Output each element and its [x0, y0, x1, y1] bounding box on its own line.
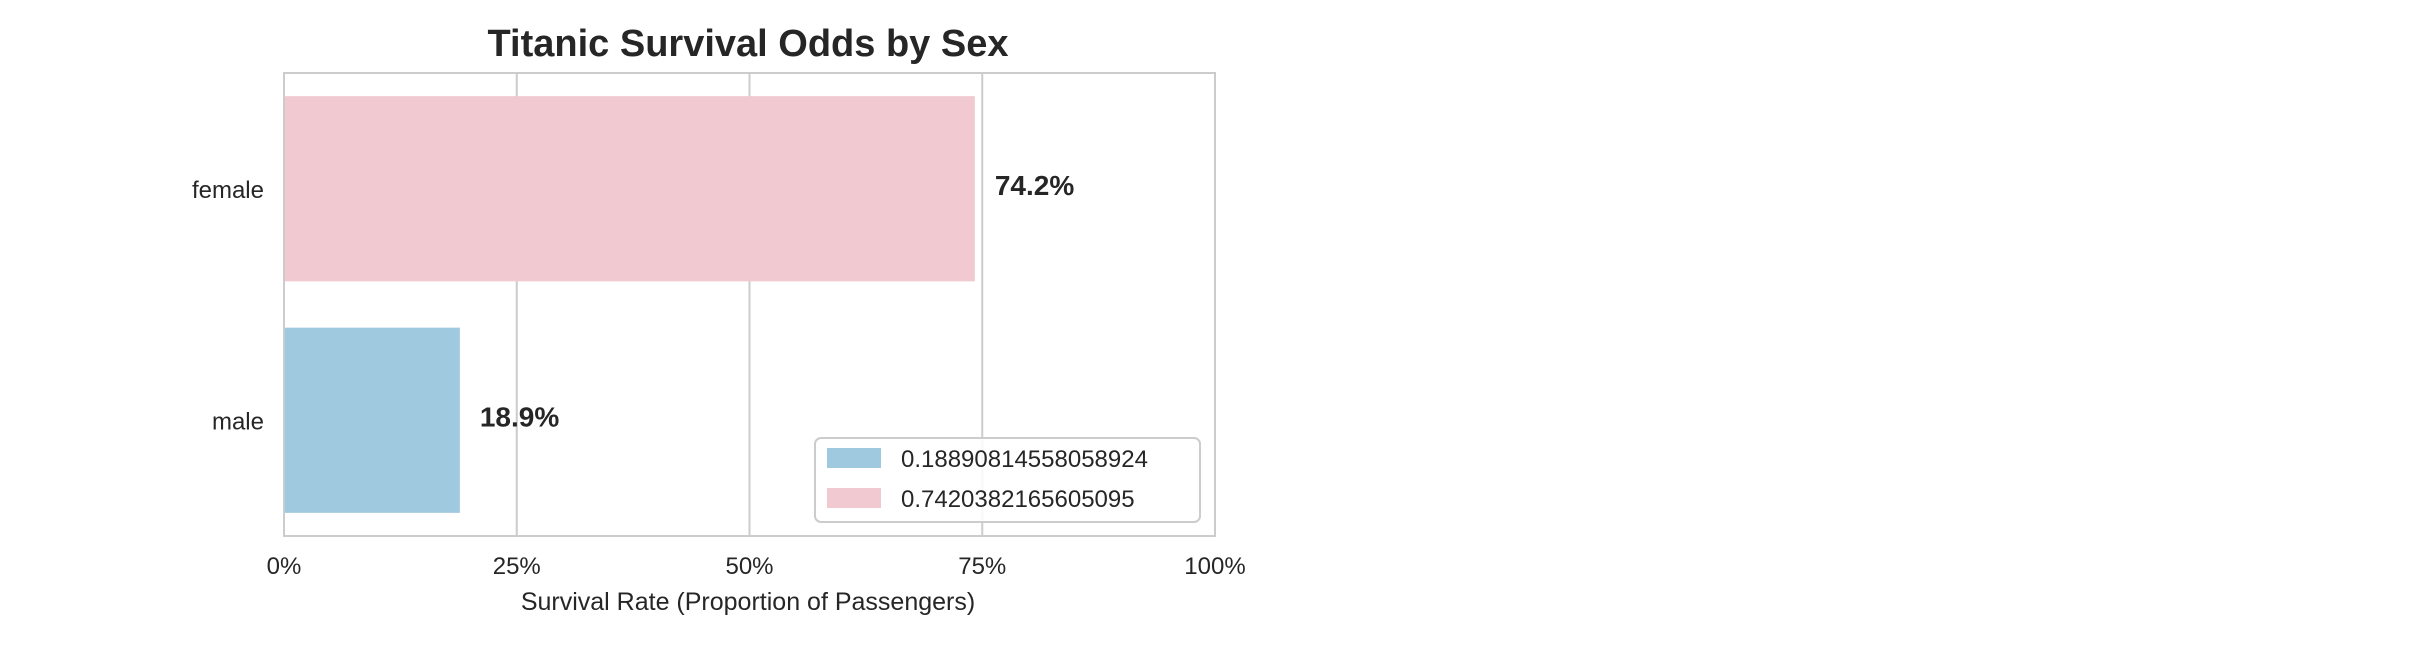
legend-swatch	[827, 448, 881, 468]
legend-label: 0.18890814558058924	[901, 446, 1148, 473]
x-tick-label: 100%	[1184, 553, 1245, 580]
bar-female	[284, 96, 975, 282]
x-tick-label: 25%	[493, 553, 541, 580]
chart-title: Titanic Survival Odds by Sex	[488, 23, 1009, 65]
bar-male	[284, 327, 460, 513]
x-axis-label: Survival Rate (Proportion of Passengers)	[521, 588, 975, 616]
data-label: 74.2%	[995, 170, 1074, 201]
x-tick-label: 0%	[267, 553, 302, 580]
y-tick-label: male	[212, 408, 264, 435]
legend-label: 0.7420382165605095	[901, 486, 1135, 513]
legend: 0.18890814558058924 0.7420382165605095	[814, 437, 1201, 523]
x-tick-label: 75%	[958, 553, 1006, 580]
legend-swatch	[827, 488, 881, 508]
x-tick-labels: 0% 25% 50% 75% 100%	[267, 553, 1246, 580]
bars	[284, 96, 975, 513]
y-tick-label: female	[192, 177, 264, 204]
data-label: 18.9%	[480, 401, 559, 432]
plot-frame	[283, 72, 1216, 537]
legend-box	[814, 437, 1201, 523]
data-labels: 74.2% 18.9%	[480, 170, 1074, 433]
x-tick-label: 50%	[725, 553, 773, 580]
y-tick-labels: female male	[192, 177, 264, 436]
